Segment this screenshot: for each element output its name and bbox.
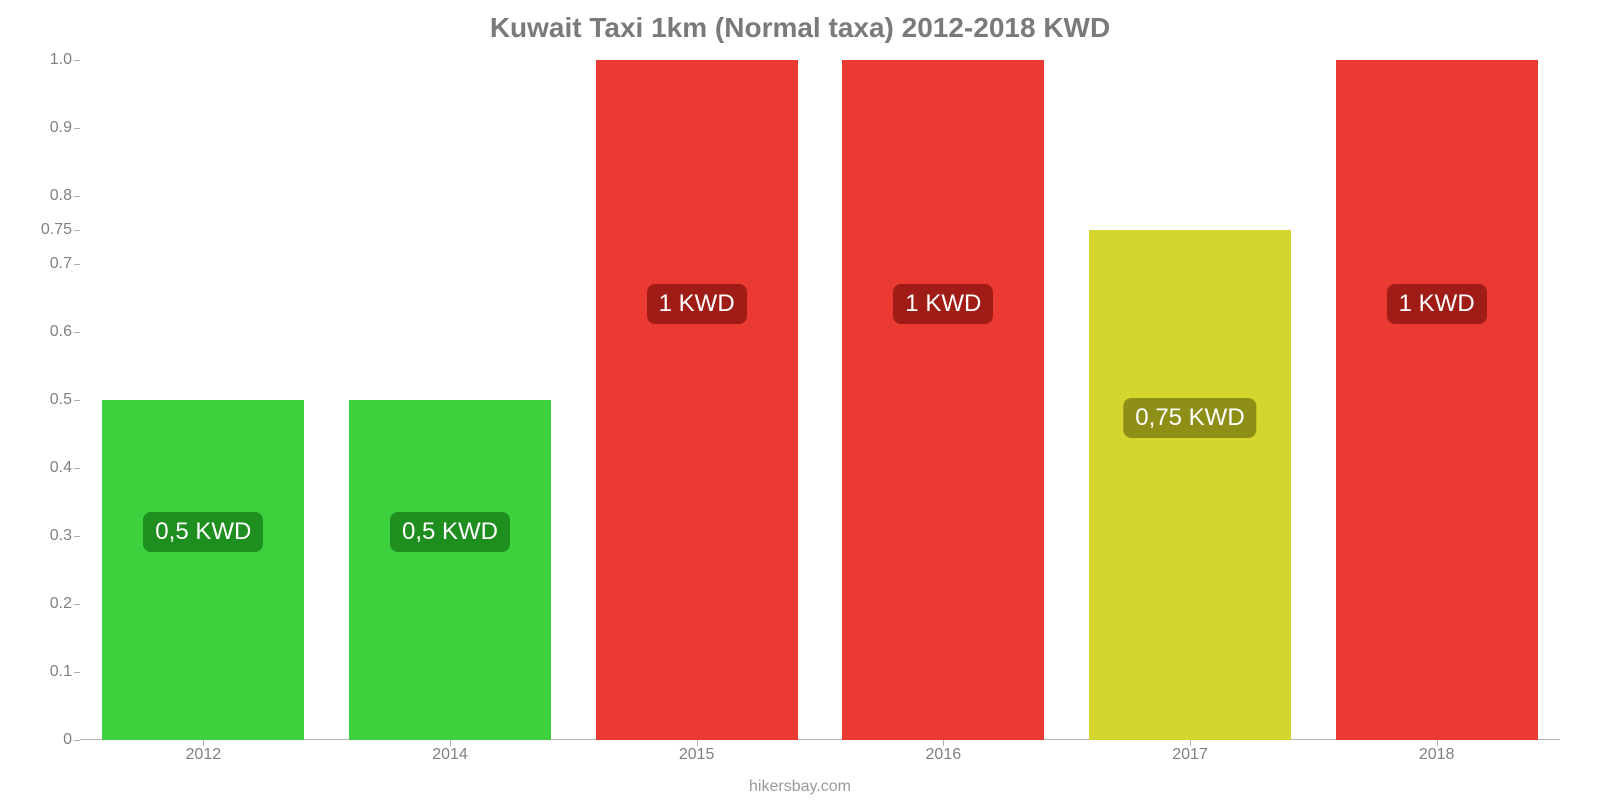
chart-footer: hikersbay.com	[749, 778, 851, 796]
chart-container: Kuwait Taxi 1km (Normal taxa) 2012-2018 …	[0, 0, 1600, 800]
plot-area: 0,5 KWD 0,5 KWD 1 KWD 1 KWD 0,75 KWD 1 KWD	[80, 60, 1560, 740]
y-tick-mark	[74, 196, 80, 197]
bar-value-label: 0,75 KWD	[1123, 398, 1256, 438]
y-tick-mark	[74, 400, 80, 401]
x-tick-label: 2014	[432, 746, 468, 764]
bar: 0,5 KWD	[102, 400, 304, 740]
y-tick-label: 0.75	[41, 221, 72, 239]
bar: 1 KWD	[842, 60, 1044, 740]
bar: 1 KWD	[596, 60, 798, 740]
x-tick-label: 2012	[186, 746, 222, 764]
bar: 0,5 KWD	[349, 400, 551, 740]
bar-value-label: 0,5 KWD	[143, 512, 263, 552]
y-tick-mark	[74, 230, 80, 231]
x-tick-label: 2015	[679, 746, 715, 764]
y-tick-label: 0.6	[50, 323, 72, 341]
x-tick-label: 2017	[1172, 746, 1208, 764]
bar: 0,75 KWD	[1089, 230, 1291, 740]
y-tick-mark	[74, 604, 80, 605]
y-tick-label: 1.0	[50, 51, 72, 69]
bar: 1 KWD	[1336, 60, 1538, 740]
bar-value-label: 1 KWD	[1387, 284, 1487, 324]
bar-value-label: 1 KWD	[647, 284, 747, 324]
y-tick-label: 0.4	[50, 459, 72, 477]
chart-title: Kuwait Taxi 1km (Normal taxa) 2012-2018 …	[0, 0, 1600, 44]
y-tick-label: 0.7	[50, 255, 72, 273]
y-tick-mark	[74, 264, 80, 265]
bar-value-label: 1 KWD	[893, 284, 993, 324]
y-tick-mark	[74, 60, 80, 61]
y-tick-mark	[74, 128, 80, 129]
y-tick-mark	[74, 672, 80, 673]
x-tick-label: 2018	[1419, 746, 1455, 764]
bar-value-label: 0,5 KWD	[390, 512, 510, 552]
y-tick-label: 0.3	[50, 527, 72, 545]
y-tick-mark	[74, 332, 80, 333]
y-tick-label: 0.8	[50, 187, 72, 205]
y-tick-mark	[74, 468, 80, 469]
y-tick-label: 0.1	[50, 663, 72, 681]
x-tick-label: 2016	[926, 746, 962, 764]
y-tick-label: 0.2	[50, 595, 72, 613]
y-tick-label: 0.9	[50, 119, 72, 137]
y-tick-label: 0	[63, 731, 72, 749]
y-tick-mark	[74, 740, 80, 741]
y-tick-mark	[74, 536, 80, 537]
y-tick-label: 0.5	[50, 391, 72, 409]
